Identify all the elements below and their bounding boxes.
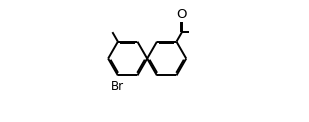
Text: Br: Br xyxy=(111,80,125,93)
Text: O: O xyxy=(177,8,187,20)
